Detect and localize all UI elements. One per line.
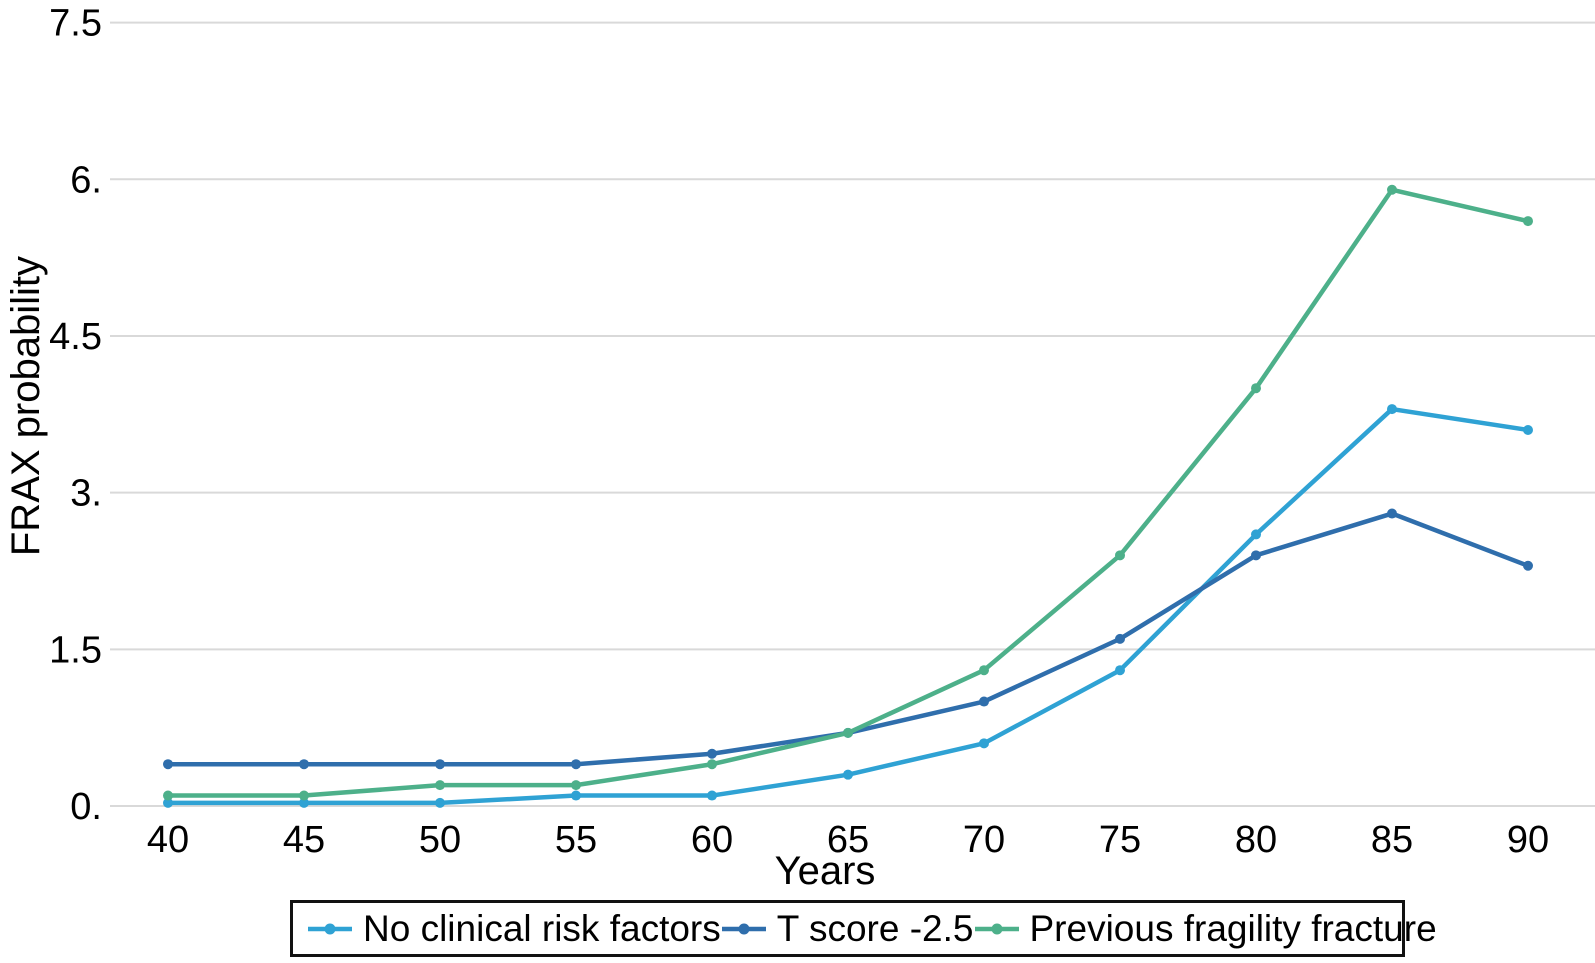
legend-label: T score -2.5 xyxy=(776,907,974,949)
data-point-marker xyxy=(435,797,445,808)
legend: No clinical risk factors T score -2.5 Pr… xyxy=(290,900,1437,957)
legend-entry-no-clinical-risk-factors: No clinical risk factors xyxy=(307,908,721,950)
data-point-marker xyxy=(163,797,173,808)
y-axis-title: FRAX probability xyxy=(4,0,49,812)
x-tick-label: 60 xyxy=(691,819,733,861)
data-point-marker xyxy=(435,780,445,791)
data-point-marker xyxy=(843,727,853,738)
data-point-marker xyxy=(1387,184,1397,195)
y-tick-label: 4.5 xyxy=(49,316,102,358)
data-point-marker xyxy=(1251,550,1261,561)
x-tick-label: 75 xyxy=(1099,819,1141,861)
x-tick-label: 70 xyxy=(963,819,1005,861)
y-axis-title-text: FRAX probability xyxy=(4,255,48,557)
data-point-marker xyxy=(1251,529,1261,540)
line-marker-icon xyxy=(974,923,1019,934)
line-marker-icon xyxy=(308,923,352,934)
x-tick-label: 65 xyxy=(827,819,869,861)
data-point-marker xyxy=(979,665,989,676)
data-point-marker xyxy=(1387,404,1397,415)
data-point-marker xyxy=(707,748,717,759)
legend-entry-previous-fragility-fracture: Previous fragility fracture xyxy=(974,908,1437,950)
data-point-marker xyxy=(707,790,717,801)
data-point-marker xyxy=(707,759,717,770)
data-point-marker xyxy=(435,759,445,770)
x-tick-label: 45 xyxy=(283,819,325,861)
data-point-marker xyxy=(571,790,581,801)
data-point-marker xyxy=(299,790,309,801)
data-point-marker xyxy=(163,759,173,770)
data-point-marker xyxy=(1115,550,1125,561)
data-point-marker xyxy=(979,696,989,707)
data-point-marker xyxy=(299,759,309,770)
data-point-marker xyxy=(1115,633,1125,644)
data-point-marker xyxy=(299,797,309,808)
data-point-marker xyxy=(843,769,853,780)
data-point-marker xyxy=(1115,665,1125,676)
data-point-marker xyxy=(571,780,581,791)
y-tick-label: 6. xyxy=(70,159,102,201)
x-tick-label: 50 xyxy=(419,819,461,861)
data-point-marker xyxy=(1523,560,1533,571)
y-tick-label: 1.5 xyxy=(49,629,102,671)
data-point-marker xyxy=(163,790,173,801)
x-axis-title: Years xyxy=(774,849,876,893)
data-point-marker xyxy=(571,759,581,770)
legend-label: No clinical risk factors xyxy=(363,907,721,949)
legend-label: Previous fragility fracture xyxy=(1029,907,1437,949)
x-tick-label: 90 xyxy=(1507,819,1549,861)
data-point-marker xyxy=(1523,216,1533,227)
data-point-marker xyxy=(1387,508,1397,519)
y-tick-label: 3. xyxy=(70,473,102,515)
data-point-marker xyxy=(979,738,989,749)
y-tick-label: 0. xyxy=(70,786,102,828)
x-tick-label: 55 xyxy=(555,819,597,861)
data-point-marker xyxy=(1251,383,1261,394)
series-line-no-clinical-risk-factors xyxy=(165,406,1531,806)
x-tick-label: 40 xyxy=(147,819,189,861)
x-tick-label: 85 xyxy=(1371,819,1413,861)
series-line-t-score-2-5 xyxy=(165,511,1531,767)
line-marker-icon xyxy=(721,923,766,934)
x-tick-label: 80 xyxy=(1235,819,1277,861)
legend-entry-t-score: T score -2.5 xyxy=(721,908,974,950)
y-tick-label: 7.5 xyxy=(49,3,102,45)
data-point-marker xyxy=(1523,424,1533,435)
